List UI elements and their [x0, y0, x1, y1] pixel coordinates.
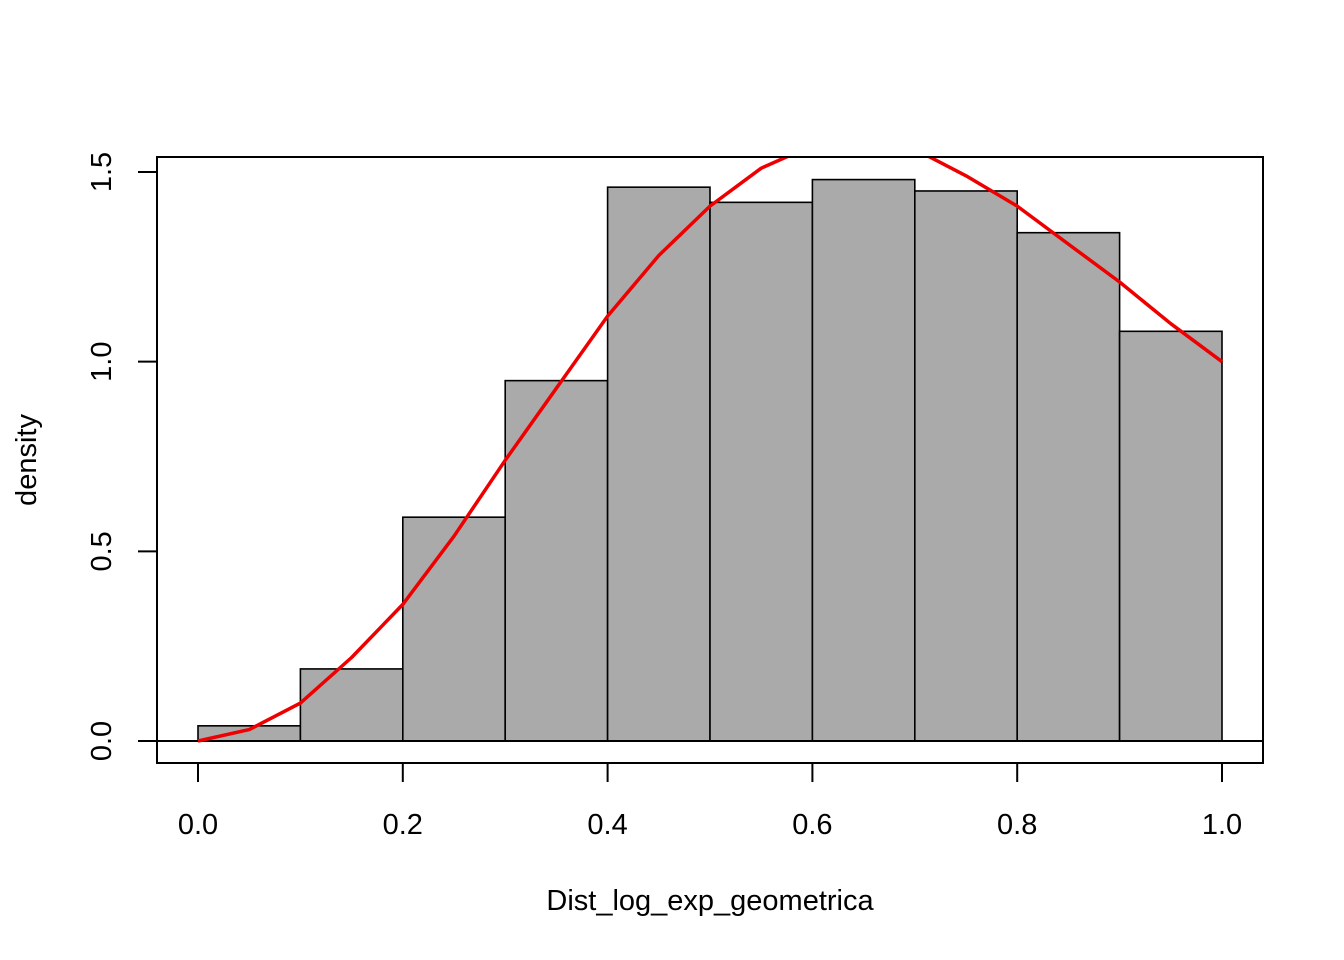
histogram-bar-3	[504, 379, 609, 742]
histogram-bar-5	[709, 201, 814, 742]
histogram-bar-2	[401, 516, 506, 742]
y-axis: 0.0 0.5 1.0 1.5	[86, 152, 158, 761]
y-tick-label: 1.0	[86, 342, 118, 382]
histogram-bars	[197, 178, 1223, 742]
histogram-bar-6	[811, 178, 916, 742]
x-tick-label: 0.2	[383, 809, 423, 841]
histogram-bar-1	[299, 668, 404, 742]
y-tick-label: 0.5	[86, 531, 118, 571]
x-axis: 0.0 0.2 0.4 0.6 0.8 1.0	[178, 762, 1242, 841]
x-tick-label: 0.0	[178, 809, 218, 841]
x-tick-label: 0.4	[587, 809, 627, 841]
x-tick-label: 0.8	[997, 809, 1037, 841]
x-tick-label: 1.0	[1202, 809, 1242, 841]
histogram-bar-9	[1118, 330, 1223, 742]
histogram-bar-8	[1016, 231, 1121, 742]
y-axis-title: density	[11, 414, 43, 506]
histogram-bar-4	[606, 186, 711, 742]
y-tick-label: 0.0	[86, 721, 118, 761]
x-axis-title: Dist_log_exp_geometrica	[546, 885, 874, 917]
y-tick-label: 1.5	[86, 152, 118, 192]
density-curve	[197, 157, 1224, 743]
histogram-bar-7	[913, 190, 1018, 742]
x-tick-label: 0.6	[792, 809, 832, 841]
